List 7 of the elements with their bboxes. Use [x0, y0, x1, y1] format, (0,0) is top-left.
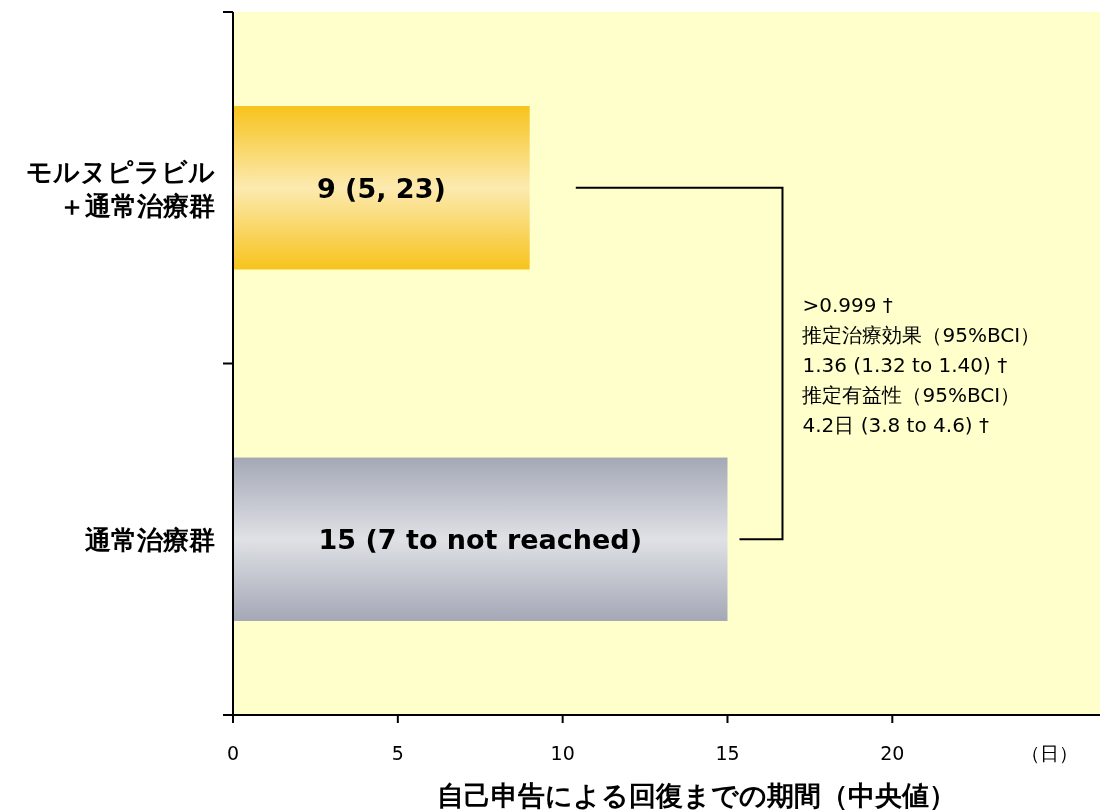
xlabel: 自己申告による回復までの期間（中央値）: [437, 780, 956, 811]
annotation: 4.2日 (3.8 to 4.6) †: [802, 412, 990, 437]
annotation: 推定治療効果（95%BCI）: [802, 322, 1041, 347]
annotation: （日）: [1021, 742, 1078, 764]
annotation: 1.36 (1.32 to 1.40) †: [802, 352, 1008, 377]
annotation: >0.999 †: [802, 292, 893, 317]
annotation: 推定有益性（95%BCI）: [802, 382, 1021, 407]
